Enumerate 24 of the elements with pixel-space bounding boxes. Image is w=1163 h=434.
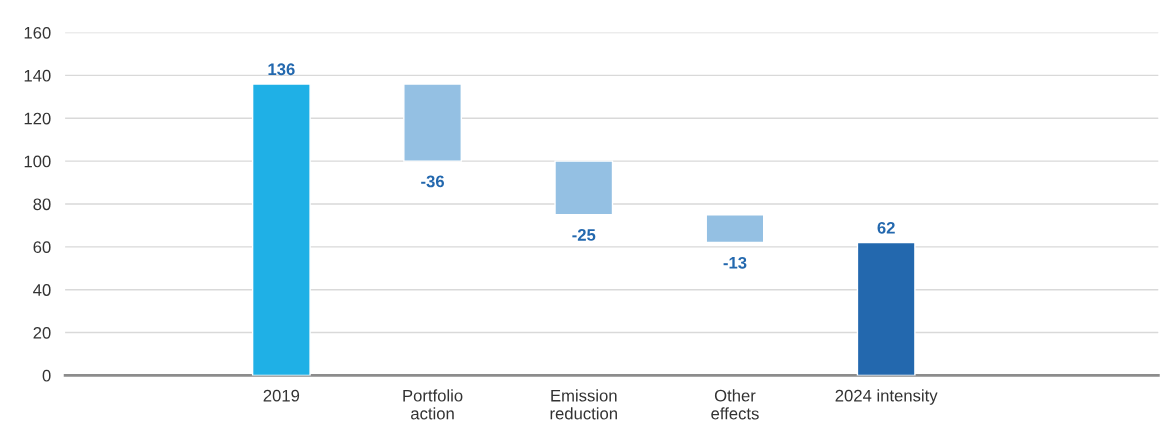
bar [554,160,614,216]
x-tick-label: 2019 [263,389,300,402]
data-label: -25 [572,229,596,241]
y-tick-label: 140 [24,69,51,82]
bar [403,83,462,162]
y-tick-label: 0 [42,369,51,382]
y-tick-label: 80 [33,198,51,211]
data-label: 136 [268,63,295,76]
data-label: -36 [421,175,444,188]
x-tick-label: 2024 intensity [835,389,938,405]
y-tick-label: 40 [33,284,51,296]
bar [251,83,311,376]
data-label: 62 [877,221,895,234]
bar [705,213,765,244]
data-label: -13 [723,256,747,269]
bar [856,241,916,376]
x-tick-label: Other effects [711,389,759,420]
y-tick-label: 120 [24,112,51,125]
y-tick-label: 160 [24,26,51,39]
y-tick-label: 100 [24,155,51,168]
x-tick-label: Emission reduction [550,389,617,420]
y-tick-label: 20 [33,326,51,339]
y-tick-label: 60 [33,241,51,254]
x-tick-label: Portfolio action [403,389,463,420]
